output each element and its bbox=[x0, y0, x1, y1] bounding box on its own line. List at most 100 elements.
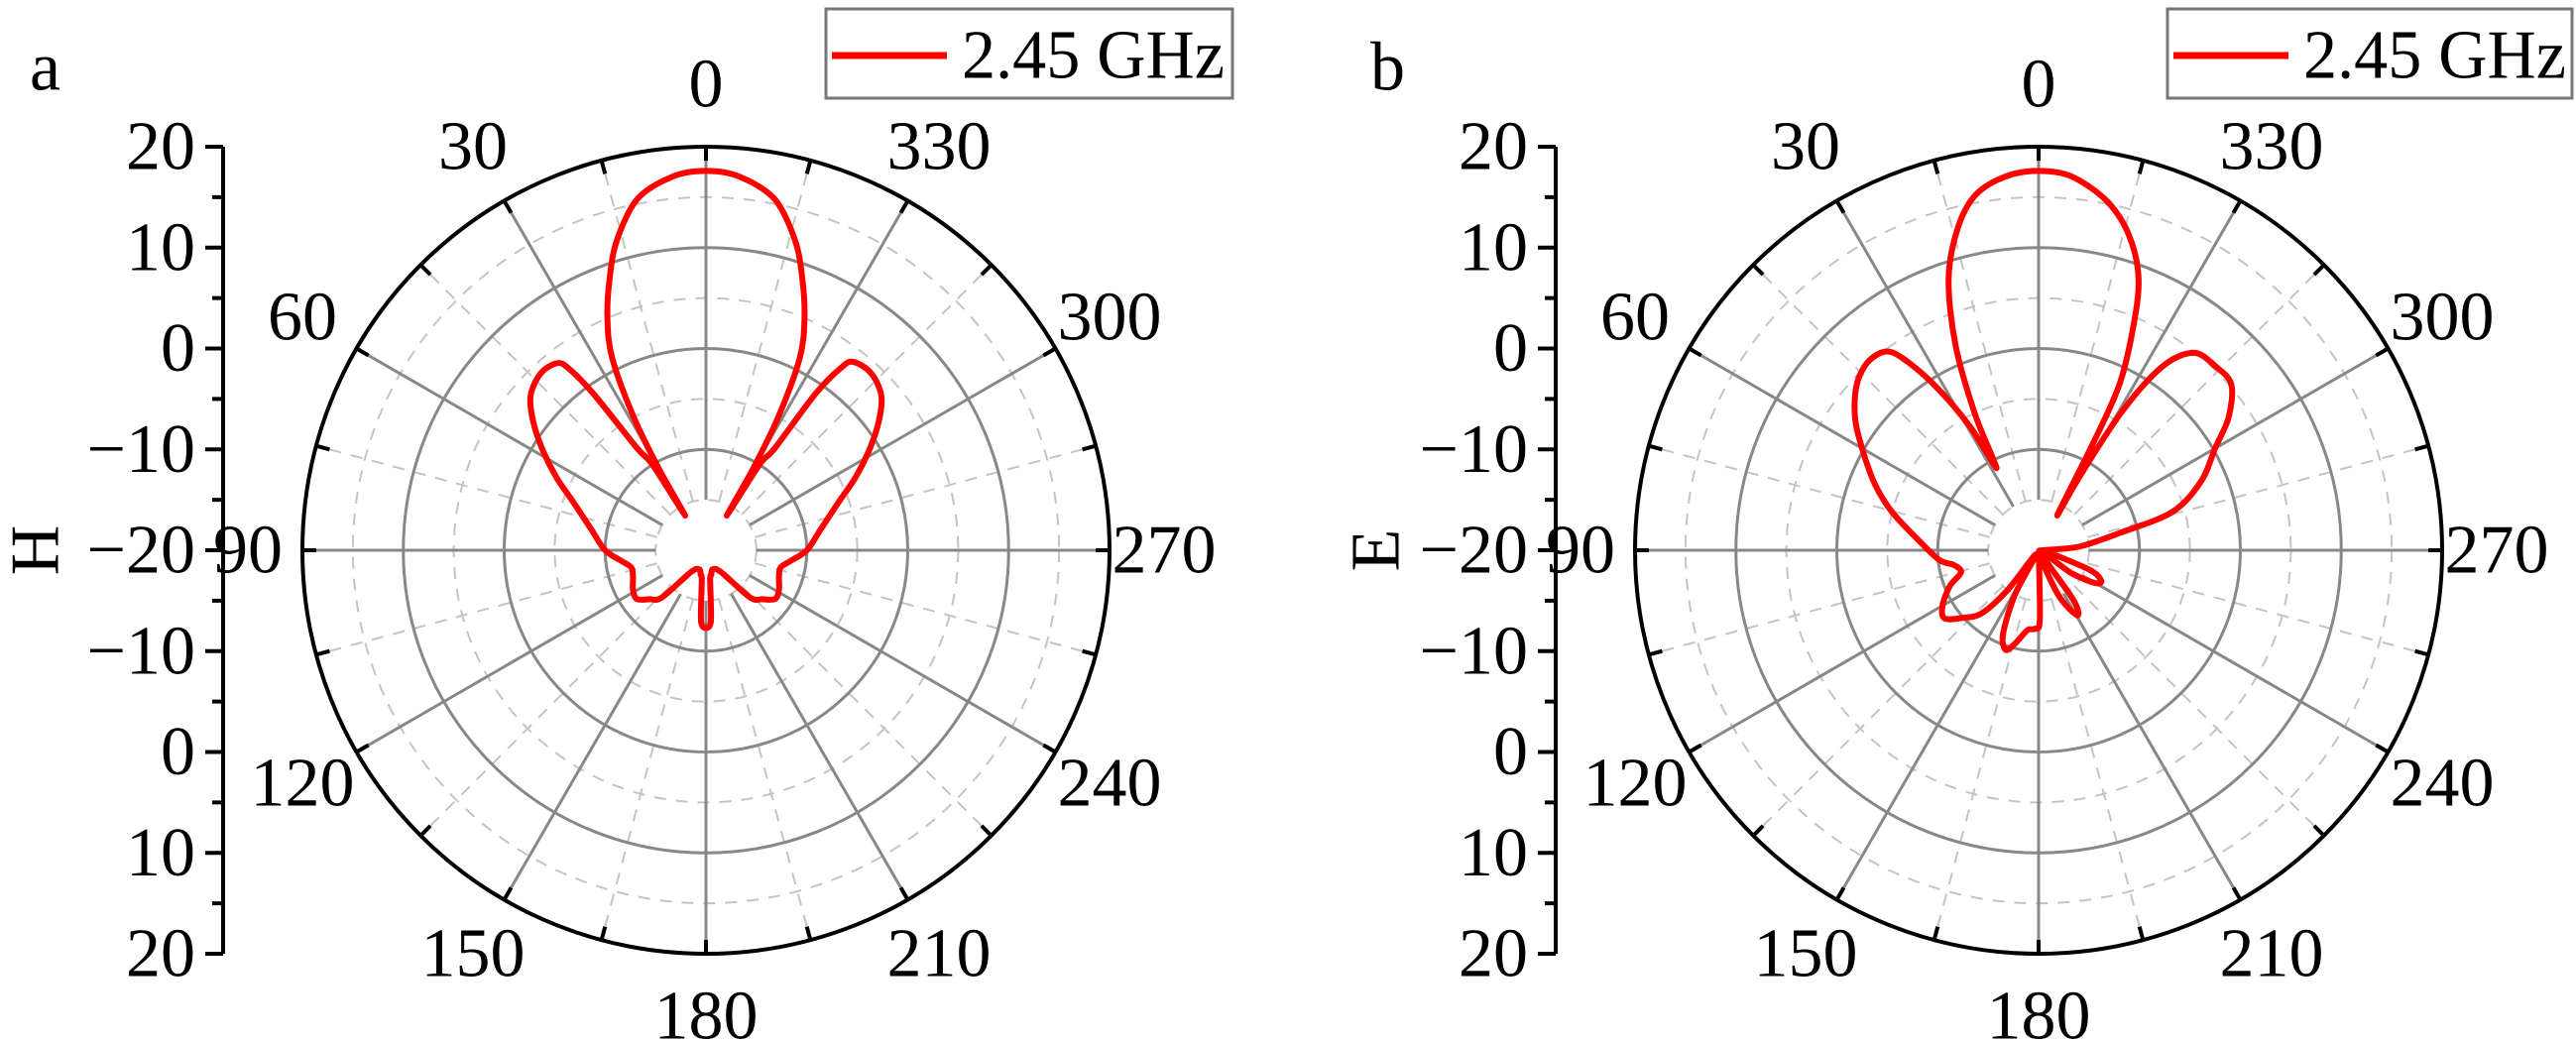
angular-tick bbox=[502, 886, 514, 901]
major-grid-spoke bbox=[2062, 593, 2242, 901]
angular-tick-label: 150 bbox=[1754, 916, 1858, 992]
radial-tick-label: 10 bbox=[126, 209, 195, 286]
radial-tick-label: 10 bbox=[126, 815, 195, 891]
minor-grid-spoke bbox=[718, 598, 812, 941]
legend-label: 2.45 GHz bbox=[962, 18, 1225, 94]
angular-tick-label: 120 bbox=[1582, 746, 1687, 822]
minor-grid-spoke bbox=[1648, 562, 1991, 656]
radial-tick-label: −10 bbox=[1420, 613, 1528, 689]
minor-grid-spoke bbox=[2073, 264, 2325, 516]
angular-tick-label: 240 bbox=[1058, 746, 1162, 822]
series-line-0 bbox=[1851, 168, 2236, 653]
angular-tick-label: 300 bbox=[2391, 280, 2495, 356]
panel-label: a bbox=[30, 30, 60, 106]
major-grid-spoke bbox=[1835, 199, 2015, 508]
radial-tick-label: −10 bbox=[1420, 411, 1528, 488]
angular-tick bbox=[804, 926, 813, 941]
radial-axis-label: H bbox=[0, 525, 74, 576]
angular-tick-label: 300 bbox=[1058, 280, 1162, 356]
major-grid-spoke bbox=[2081, 347, 2390, 526]
angular-tick bbox=[355, 743, 370, 754]
radial-tick-label: 10 bbox=[1459, 209, 1528, 286]
radial-tick-label: 20 bbox=[126, 109, 195, 185]
minor-grid-spoke bbox=[1752, 585, 2004, 837]
angular-tick bbox=[1751, 824, 1765, 838]
angular-tick bbox=[418, 263, 432, 277]
angular-tick bbox=[418, 824, 432, 838]
angular-tick bbox=[1932, 926, 1940, 941]
angular-tick bbox=[2137, 926, 2146, 941]
minor-grid-spoke bbox=[1932, 160, 2027, 503]
angular-tick bbox=[2414, 443, 2429, 452]
major-grid-spoke bbox=[1835, 593, 2015, 901]
minor-grid-spoke bbox=[741, 264, 993, 516]
radial-tick-label: 20 bbox=[1459, 916, 1528, 992]
angular-tick bbox=[1688, 346, 1702, 358]
angular-tick-label: 0 bbox=[2022, 47, 2056, 123]
angular-tick bbox=[599, 160, 608, 174]
angular-tick-label: 30 bbox=[1771, 108, 1840, 184]
angular-tick-label: 330 bbox=[2220, 108, 2324, 184]
major-grid-spoke bbox=[730, 593, 909, 901]
major-grid-spoke bbox=[2081, 574, 2390, 753]
angular-tick-label: 330 bbox=[887, 108, 992, 184]
radial-tick-label: −20 bbox=[87, 513, 195, 589]
radial-tick-label: −20 bbox=[1420, 513, 1528, 589]
angular-tick bbox=[1082, 648, 1097, 657]
angular-tick-label: 270 bbox=[2445, 513, 2549, 589]
minor-grid-spoke bbox=[2050, 598, 2145, 941]
angular-tick-label: 210 bbox=[887, 916, 992, 992]
angular-tick-label: 120 bbox=[250, 746, 354, 822]
angular-tick-label: 240 bbox=[2391, 746, 2495, 822]
minor-grid-spoke bbox=[1648, 444, 1991, 538]
major-grid-spoke bbox=[355, 347, 663, 526]
minor-grid-spoke bbox=[600, 598, 694, 941]
angular-tick bbox=[2312, 263, 2326, 277]
minor-grid-spoke bbox=[2073, 585, 2325, 837]
angular-tick bbox=[980, 263, 994, 277]
radial-axis-label: E bbox=[1339, 529, 1415, 572]
angular-tick bbox=[804, 160, 813, 174]
radial-tick-label: 0 bbox=[1493, 714, 1528, 790]
minor-grid-spoke bbox=[741, 585, 993, 837]
minor-grid-spoke bbox=[2086, 562, 2429, 656]
angular-tick-label: 180 bbox=[654, 979, 759, 1042]
angular-tick bbox=[1834, 199, 1846, 214]
minor-grid-spoke bbox=[754, 444, 1097, 538]
series-line-0 bbox=[527, 168, 885, 632]
major-grid-spoke bbox=[749, 574, 1057, 753]
major-grid-spoke bbox=[503, 593, 682, 901]
minor-grid-spoke bbox=[1932, 598, 2027, 941]
minor-grid-spoke bbox=[754, 562, 1097, 656]
angular-tick bbox=[898, 886, 910, 901]
minor-grid-spoke bbox=[419, 264, 671, 516]
minor-grid-spoke bbox=[315, 562, 658, 656]
minor-grid-spoke bbox=[2086, 444, 2429, 538]
angular-tick bbox=[2375, 346, 2390, 358]
angular-tick bbox=[2231, 199, 2243, 214]
angular-tick bbox=[315, 648, 330, 657]
minor-grid-spoke bbox=[1752, 264, 2004, 516]
angular-tick-label: 180 bbox=[1987, 979, 2091, 1042]
angular-tick bbox=[980, 824, 994, 838]
angular-tick bbox=[1042, 743, 1057, 754]
angular-tick bbox=[1751, 263, 1765, 277]
panel-a: 030609012015018021024027030033020100−10−… bbox=[0, 7, 1234, 1042]
radial-tick-label: 10 bbox=[1459, 815, 1528, 891]
angular-tick bbox=[315, 443, 330, 452]
angular-tick bbox=[502, 199, 514, 214]
angular-tick-label: 30 bbox=[438, 108, 508, 184]
angular-tick bbox=[2312, 824, 2326, 838]
angular-tick-label: 270 bbox=[1112, 513, 1217, 589]
angular-tick bbox=[355, 346, 370, 358]
angular-tick bbox=[898, 199, 910, 214]
major-grid-spoke bbox=[1688, 347, 1996, 526]
minor-grid-spoke bbox=[315, 444, 658, 538]
angular-tick bbox=[599, 926, 608, 941]
legend-label: 2.45 GHz bbox=[2303, 18, 2566, 94]
minor-grid-spoke bbox=[419, 585, 671, 837]
angular-tick bbox=[1648, 443, 1663, 452]
radial-tick-label: −10 bbox=[87, 613, 195, 689]
minor-grid-spoke bbox=[600, 160, 694, 503]
